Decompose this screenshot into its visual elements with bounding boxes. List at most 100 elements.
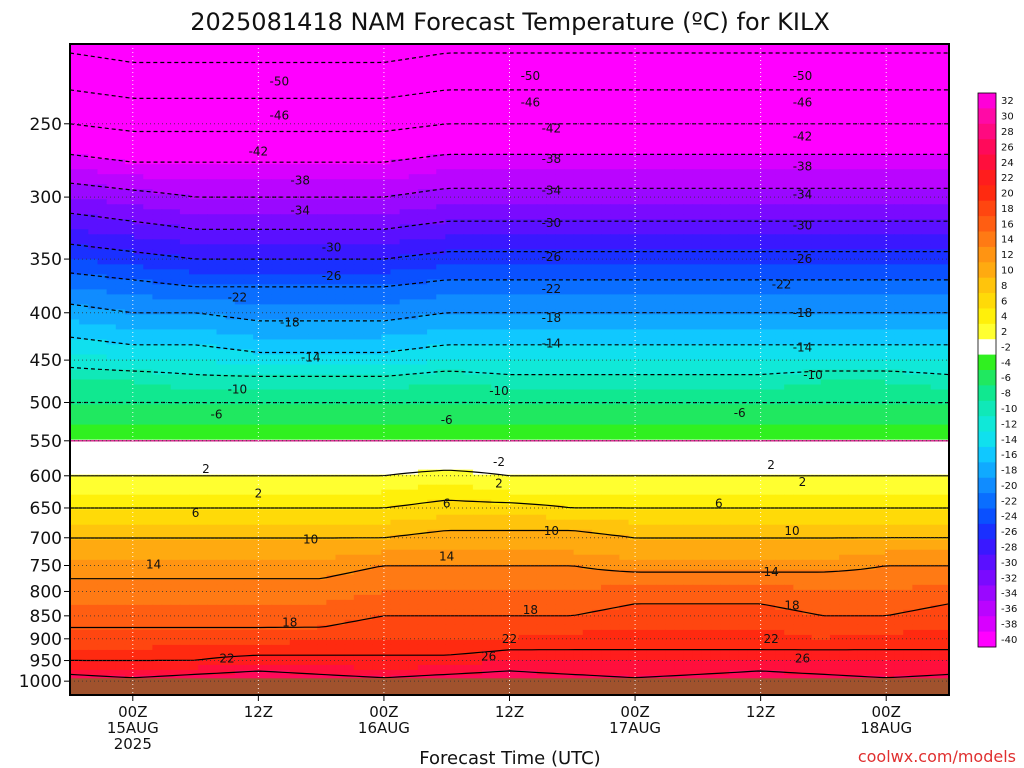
- field-cell: [912, 139, 923, 145]
- field-cell: [198, 104, 208, 110]
- field-cell: [912, 209, 923, 215]
- field-cell: [106, 109, 117, 115]
- field-cell: [509, 79, 520, 85]
- field-cell: [573, 164, 584, 170]
- field-cell: [775, 174, 785, 180]
- field-cell: [921, 59, 932, 65]
- field-cell: [866, 109, 877, 115]
- field-cell: [601, 119, 611, 125]
- field-cell: [775, 109, 785, 115]
- field-cell: [921, 79, 932, 85]
- field-cell: [637, 179, 648, 185]
- field-cell: [674, 94, 685, 100]
- field-cell: [491, 254, 501, 260]
- field-cell: [234, 84, 245, 90]
- field-cell: [472, 54, 483, 60]
- field-cell: [243, 199, 254, 205]
- field-cell: [839, 204, 849, 210]
- field-cell: [939, 84, 949, 90]
- field-cell: [436, 84, 447, 90]
- field-cell: [793, 64, 804, 70]
- field-cell: [317, 89, 327, 95]
- field-cell: [308, 89, 318, 95]
- field-cell: [921, 184, 932, 190]
- field-cell: [793, 79, 804, 85]
- field-cell: [921, 174, 932, 180]
- field-cell: [216, 154, 227, 160]
- field-cell: [756, 299, 767, 305]
- field-cell: [811, 269, 822, 275]
- field-cell: [692, 164, 703, 170]
- field-cell: [152, 179, 163, 185]
- field-cell: [234, 59, 245, 65]
- field-cell: [536, 259, 547, 265]
- field-cell: [106, 189, 117, 195]
- field-cell: [88, 254, 99, 260]
- field-cell: [472, 139, 483, 145]
- field-cell: [436, 54, 447, 60]
- field-cell: [500, 64, 511, 70]
- field-cell: [500, 94, 511, 100]
- field-cell: [472, 99, 483, 105]
- field-cell: [674, 174, 685, 180]
- field-cell: [463, 59, 474, 65]
- field-cell: [289, 179, 300, 185]
- field-cell: [564, 59, 575, 65]
- field-cell: [683, 124, 694, 130]
- field-cell: [692, 204, 703, 210]
- field-cell: [243, 139, 254, 145]
- field-cell: [564, 194, 575, 200]
- field-cell: [500, 109, 511, 115]
- field-cell: [427, 109, 437, 115]
- field-cell: [106, 94, 117, 100]
- field-cell: [463, 284, 474, 290]
- field-cell: [509, 159, 520, 165]
- field-cell: [115, 169, 126, 175]
- field-cell: [628, 194, 639, 200]
- field-cell: [701, 54, 712, 60]
- field-cell: [399, 139, 410, 145]
- field-cell: [363, 234, 373, 240]
- field-cell: [683, 64, 694, 70]
- field-cell: [216, 179, 227, 185]
- field-cell: [720, 204, 730, 210]
- field-cell: [509, 149, 520, 155]
- field-cell: [765, 69, 776, 75]
- field-cell: [298, 124, 309, 130]
- field-cell: [747, 219, 758, 225]
- field-cell: [829, 64, 840, 70]
- field-cell: [738, 74, 749, 80]
- field-cell: [216, 279, 227, 285]
- field-cell: [225, 179, 236, 185]
- field-cell: [399, 244, 410, 250]
- field-cell: [509, 54, 520, 60]
- field-cell: [353, 49, 364, 55]
- field-cell: [921, 234, 932, 240]
- field-cell: [317, 209, 327, 215]
- field-cell: [97, 274, 108, 280]
- field-cell: [207, 259, 218, 265]
- field-cell: [106, 44, 117, 50]
- field-cell: [875, 209, 886, 215]
- field-cell: [738, 134, 749, 140]
- field-cell: [775, 114, 785, 120]
- field-cell: [564, 154, 575, 160]
- field-cell: [335, 144, 346, 150]
- field-cell: [463, 89, 474, 95]
- field-cell: [656, 174, 666, 180]
- field-cell: [775, 69, 785, 75]
- field-cell: [692, 294, 703, 300]
- field-cell: [674, 254, 685, 260]
- field-cell: [646, 64, 657, 70]
- field-cell: [143, 264, 154, 270]
- field-cell: [408, 159, 419, 165]
- field-cell: [161, 299, 172, 305]
- field-cell: [839, 169, 849, 175]
- field-cell: [207, 269, 218, 275]
- field-cell: [536, 244, 547, 250]
- field-cell: [234, 134, 245, 140]
- field-cell: [601, 174, 611, 180]
- field-cell: [326, 119, 337, 125]
- field-cell: [372, 169, 382, 175]
- field-cell: [811, 249, 822, 255]
